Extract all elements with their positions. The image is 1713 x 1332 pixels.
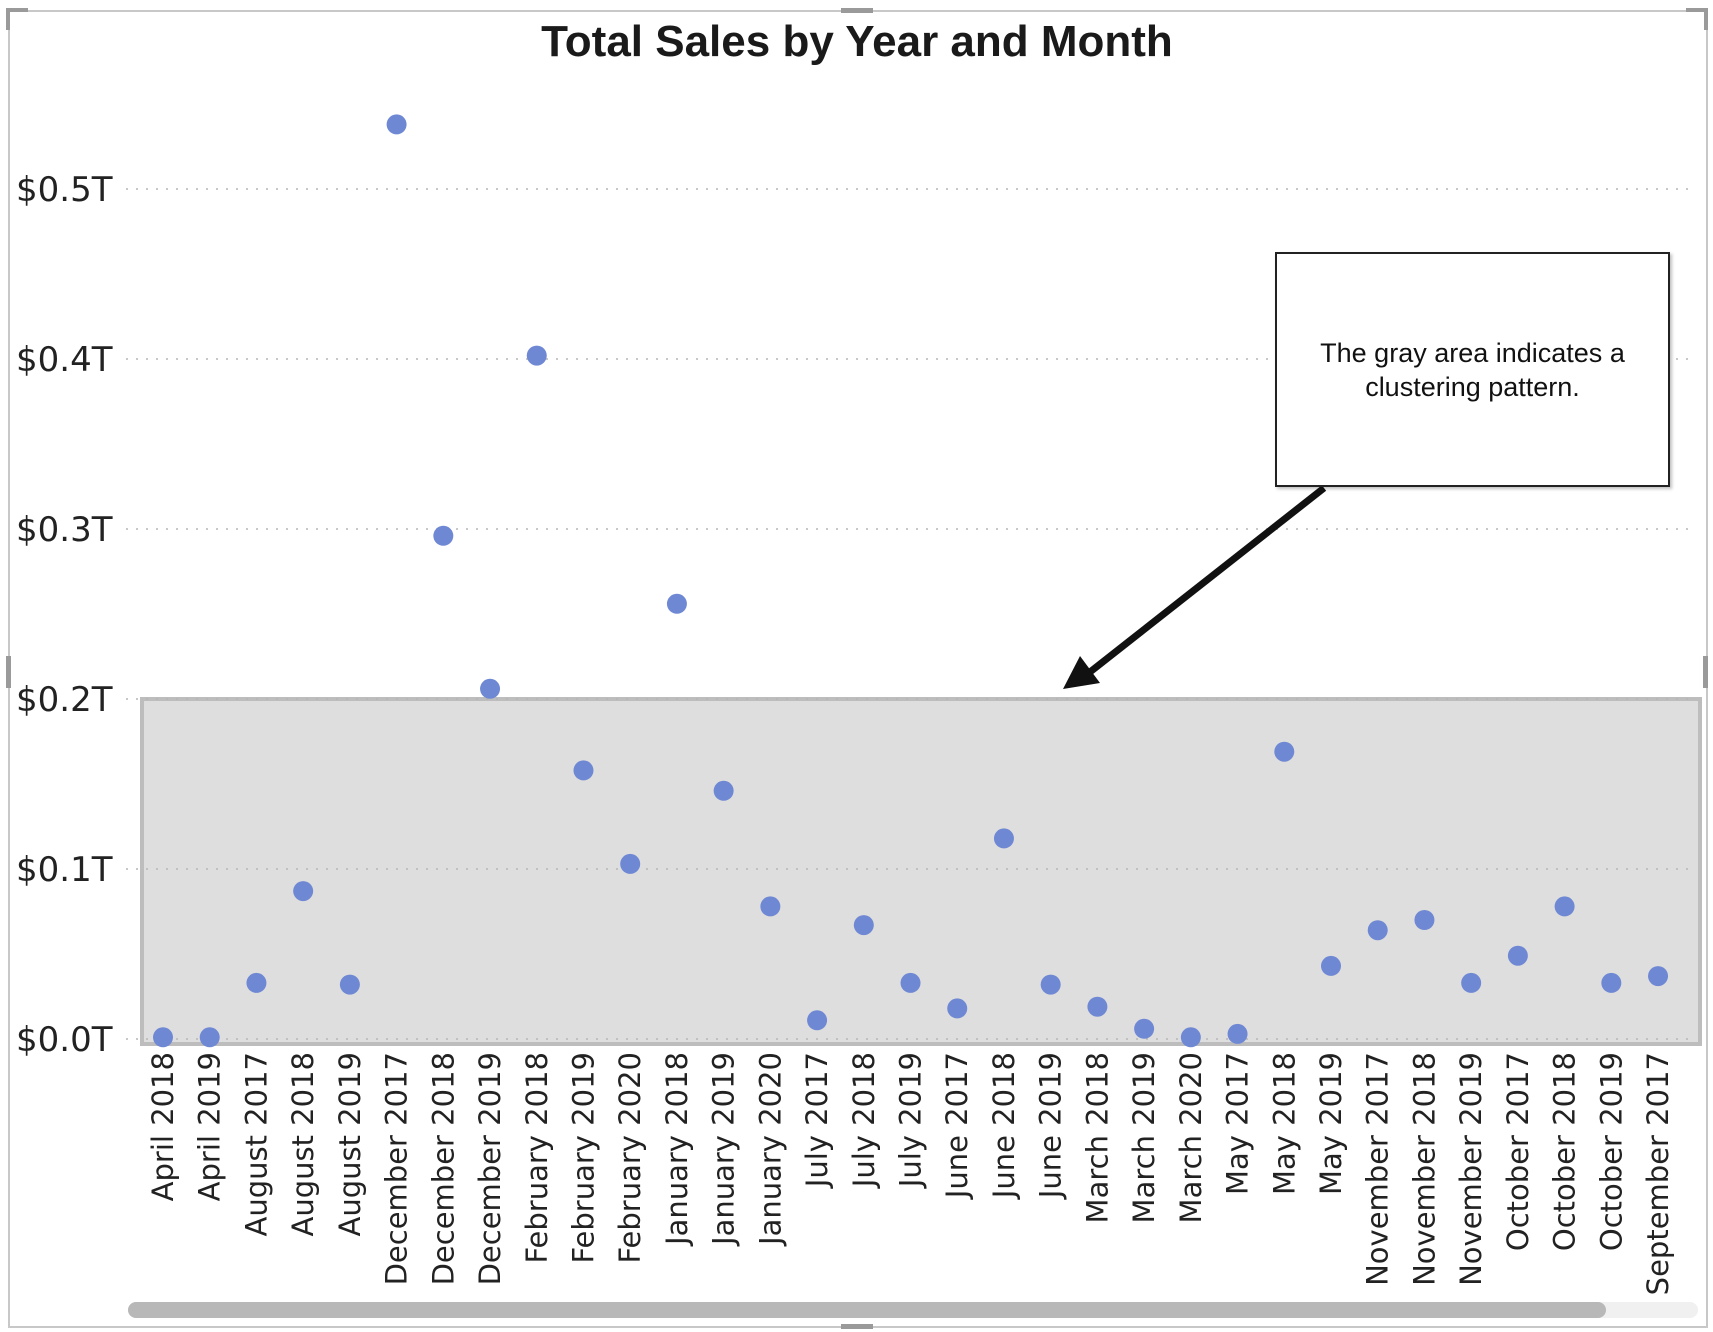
x-tick-label: January 2019 — [707, 1052, 741, 1247]
data-point[interactable] — [1554, 896, 1575, 917]
resize-handle-right-mid[interactable] — [1703, 656, 1708, 688]
x-tick-label: March 2018 — [1080, 1052, 1114, 1223]
x-tick-label: June 2019 — [1034, 1052, 1068, 1200]
data-point[interactable] — [246, 972, 267, 993]
annotation-callout: The gray area indicates a clustering pat… — [1275, 252, 1670, 487]
horizontal-scrollbar-thumb[interactable] — [128, 1302, 1606, 1318]
data-point[interactable] — [526, 345, 547, 366]
data-point[interactable] — [1367, 920, 1388, 941]
y-tick-label: $0.0T — [16, 1020, 113, 1060]
x-tick-label: May 2018 — [1267, 1052, 1301, 1195]
data-point[interactable] — [480, 678, 501, 699]
data-point[interactable] — [1087, 996, 1108, 1017]
x-tick-label: November 2019 — [1454, 1052, 1488, 1286]
y-tick-label: $0.4T — [16, 340, 113, 380]
annotation-text: The gray area indicates a clustering pat… — [1320, 338, 1625, 402]
x-tick-label: September 2017 — [1641, 1052, 1675, 1295]
x-tick-label: August 2017 — [239, 1052, 273, 1237]
data-point[interactable] — [713, 780, 734, 801]
x-tick-label: August 2018 — [286, 1052, 320, 1237]
x-tick-label: July 2019 — [894, 1052, 928, 1189]
y-tick-label: $0.5T — [16, 170, 113, 210]
visual-frame[interactable] — [8, 10, 1708, 1328]
data-point[interactable] — [573, 760, 594, 781]
chart-title: Total Sales by Year and Month — [541, 17, 1173, 66]
resize-handle-bottom-mid[interactable] — [841, 1324, 873, 1329]
y-tick-label: $0.3T — [16, 510, 113, 550]
data-point[interactable] — [1601, 972, 1622, 993]
x-tick-label: March 2020 — [1174, 1052, 1208, 1223]
resize-handle-left-mid[interactable] — [6, 656, 11, 688]
x-tick-label: October 2019 — [1594, 1052, 1628, 1251]
data-point[interactable] — [1180, 1027, 1201, 1048]
x-tick-label: June 2017 — [940, 1052, 974, 1200]
x-tick-label: April 2018 — [146, 1052, 180, 1201]
data-point[interactable] — [947, 998, 968, 1019]
data-point[interactable] — [807, 1010, 828, 1031]
annotation-arrow — [1063, 485, 1327, 689]
x-tick-label: December 2017 — [380, 1052, 414, 1285]
data-point[interactable] — [1134, 1018, 1155, 1039]
resize-handle-top-left[interactable] — [6, 8, 28, 12]
data-point[interactable] — [293, 881, 314, 902]
x-tick-label: January 2018 — [660, 1052, 694, 1247]
data-point[interactable] — [386, 114, 407, 135]
data-point[interactable] — [666, 593, 687, 614]
data-point[interactable] — [153, 1027, 173, 1048]
data-point[interactable] — [1040, 974, 1061, 995]
resize-handle-top-right[interactable] — [1686, 8, 1708, 12]
x-tick-label: October 2017 — [1501, 1052, 1535, 1251]
x-tick-label: November 2018 — [1407, 1052, 1441, 1286]
x-tick-label: April 2019 — [193, 1052, 227, 1201]
y-tick-label: $0.1T — [16, 850, 113, 890]
cluster-highlight-area — [140, 697, 1702, 1046]
x-tick-label: July 2018 — [847, 1052, 881, 1189]
data-point[interactable] — [1507, 945, 1528, 966]
x-tick-label: December 2019 — [473, 1052, 507, 1285]
x-tick-label: June 2018 — [987, 1052, 1021, 1200]
x-tick-label: February 2018 — [520, 1052, 554, 1264]
x-tick-label: November 2017 — [1361, 1052, 1395, 1286]
x-tick-label: August 2019 — [333, 1052, 367, 1237]
resize-handle-top-right-v[interactable] — [1704, 8, 1708, 30]
data-point[interactable] — [760, 896, 781, 917]
data-point[interactable] — [1274, 741, 1295, 762]
resize-handle-top-left-v[interactable] — [6, 8, 10, 30]
x-tick-label: December 2018 — [426, 1052, 460, 1285]
data-point[interactable] — [900, 972, 921, 993]
x-tick-label: January 2020 — [753, 1052, 787, 1247]
x-tick-label: October 2018 — [1548, 1052, 1582, 1251]
x-tick-label: May 2017 — [1221, 1052, 1255, 1195]
data-point[interactable] — [620, 853, 641, 874]
data-point[interactable] — [1461, 972, 1482, 993]
resize-handle-top-mid[interactable] — [841, 8, 873, 13]
x-tick-label: February 2020 — [613, 1052, 647, 1264]
y-tick-label: $0.2T — [16, 680, 113, 720]
x-tick-label: July 2017 — [800, 1052, 834, 1189]
data-point[interactable] — [339, 974, 360, 995]
data-point[interactable] — [199, 1027, 220, 1048]
data-point[interactable] — [1648, 966, 1669, 987]
x-tick-label: May 2019 — [1314, 1052, 1348, 1195]
data-point[interactable] — [1227, 1023, 1248, 1044]
x-tick-label: March 2019 — [1127, 1052, 1161, 1223]
data-point[interactable] — [853, 915, 874, 936]
data-point[interactable] — [1414, 910, 1435, 930]
data-point[interactable] — [993, 828, 1014, 849]
x-tick-label: February 2019 — [566, 1052, 600, 1264]
data-point[interactable] — [1321, 955, 1341, 976]
data-point[interactable] — [433, 525, 454, 546]
